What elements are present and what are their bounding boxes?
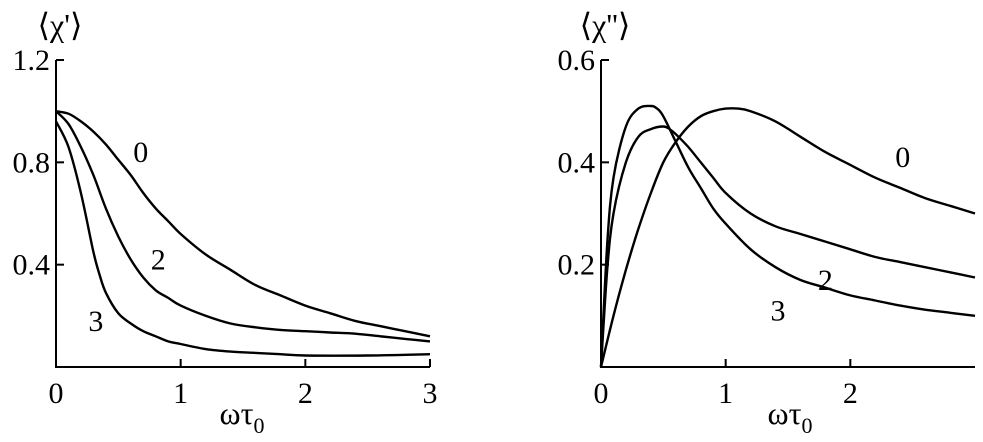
series-label: 3 bbox=[771, 295, 786, 328]
y-axis-label: ⟨χ'⟩ bbox=[38, 7, 83, 43]
series-label: 2 bbox=[151, 244, 166, 277]
axes-frame bbox=[55, 60, 430, 368]
series-label: 2 bbox=[818, 264, 833, 297]
x-axis-label-subscript: 0 bbox=[801, 413, 812, 438]
y-tick-label: 0.2 bbox=[558, 249, 596, 282]
y-axis-label: ⟨χ''⟩ bbox=[580, 7, 631, 43]
y-tick-label: 1.2 bbox=[13, 44, 51, 77]
x-tick-label: 2 bbox=[298, 377, 313, 410]
y-tick-label: 0.8 bbox=[13, 146, 51, 179]
y-tick-label: 0.6 bbox=[558, 44, 596, 77]
x-axis-label: ωτ0 bbox=[220, 395, 265, 438]
series-line-3 bbox=[599, 104, 976, 368]
series-line-0 bbox=[599, 107, 976, 368]
series-label: 0 bbox=[895, 141, 910, 174]
x-tick-label: 1 bbox=[173, 377, 188, 410]
series-line-2 bbox=[55, 110, 431, 343]
y-tick-label: 0.4 bbox=[558, 146, 596, 179]
x-tick-label: 1 bbox=[718, 377, 733, 410]
y-tick-label: 0.4 bbox=[13, 249, 51, 282]
x-tick-label: 0 bbox=[49, 377, 64, 410]
axes-frame bbox=[600, 60, 975, 368]
x-tick-label: 0 bbox=[594, 377, 609, 410]
series-label: 0 bbox=[133, 136, 148, 169]
series-line-3 bbox=[54, 120, 431, 357]
x-tick-label: 2 bbox=[843, 377, 858, 410]
series-label: 3 bbox=[88, 305, 103, 338]
x-tick-label: 3 bbox=[423, 377, 438, 410]
x-axis-label-main: ωτ bbox=[220, 395, 254, 431]
x-axis-label: ωτ0 bbox=[768, 395, 813, 438]
series-line-2 bbox=[599, 125, 976, 368]
x-axis-label-subscript: 0 bbox=[253, 413, 264, 438]
x-axis-label-main: ωτ bbox=[768, 395, 802, 431]
series-line-0 bbox=[55, 110, 431, 338]
